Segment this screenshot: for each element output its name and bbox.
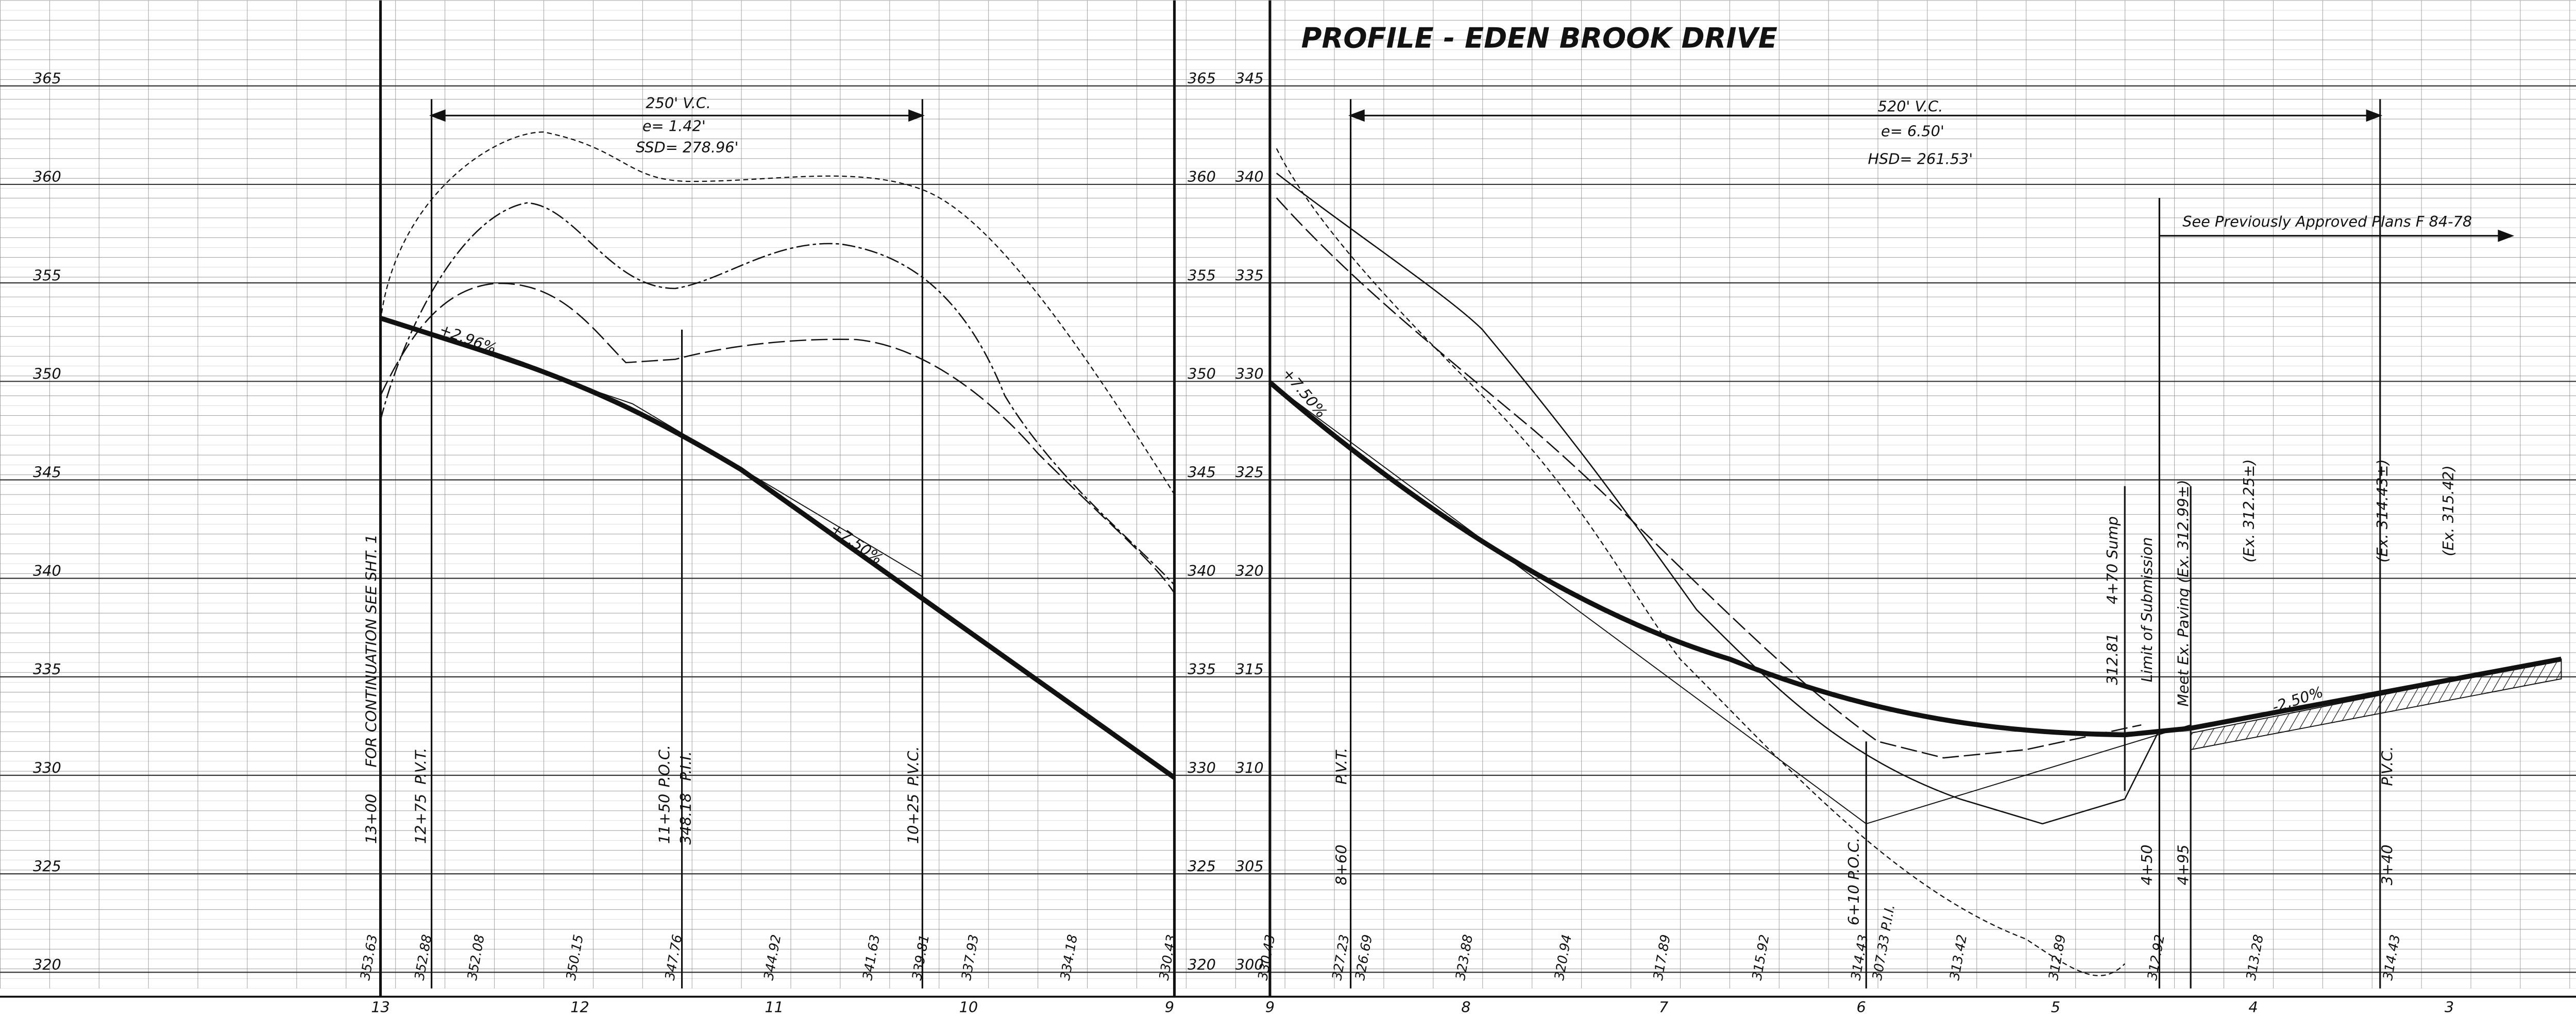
elevation-label: 345 <box>33 464 61 481</box>
elevation-label: 320 <box>1188 956 1216 974</box>
annotation: 250' V.C. <box>646 94 711 112</box>
elevation-label: 360 <box>33 168 61 185</box>
elevation-label: 365 <box>1188 70 1216 87</box>
station-label: 4 <box>2248 998 2258 1016</box>
vertical-note: (Ex. 312.25±) <box>2240 459 2258 563</box>
elevation-label: 315 <box>1235 660 1264 678</box>
annotation: HSD= 261.53' <box>1868 150 1973 168</box>
elevation-label: 350 <box>1188 365 1216 383</box>
elevation-label: 335 <box>1188 660 1216 678</box>
station-label: 13 <box>371 998 390 1016</box>
elevation-label: 325 <box>1235 464 1264 481</box>
station-label: 3 <box>2445 998 2454 1016</box>
vertical-note: (Ex. 314.43±) <box>2374 459 2391 563</box>
vertical-note: Limit of Submission <box>2138 537 2156 682</box>
vertical-note: FOR CONTINUATION SEE SHT. 1 <box>363 534 380 768</box>
elevation-label: 335 <box>33 660 61 678</box>
elevation-label: 355 <box>33 266 61 284</box>
elevation-label: 340 <box>1235 168 1264 185</box>
elevation-label: 345 <box>1235 70 1264 87</box>
vertical-note: P.V.T. <box>1333 747 1350 784</box>
vertical-note: 6+10 P.O.C. <box>1845 838 1862 926</box>
vertical-note: 348.18 <box>677 793 694 845</box>
elevation-label: 355 <box>1188 266 1216 284</box>
annotation: SSD= 278.96' <box>636 139 738 156</box>
annotation: 520' V.C. <box>1878 97 1943 115</box>
vertical-note: 3+40 <box>2379 844 2396 885</box>
grid <box>0 0 2576 989</box>
vertical-note: 4+50 <box>2138 844 2156 885</box>
station-label: 12 <box>570 998 589 1016</box>
elevation-label: 360 <box>1188 168 1216 185</box>
vertical-note: 4+70 Sump <box>2104 516 2121 604</box>
station-label: 9 <box>1165 998 1174 1016</box>
elevation-label: 330 <box>1235 365 1264 383</box>
elevation-label: 310 <box>1235 759 1264 776</box>
vertical-note: 8+60 <box>1333 844 1350 885</box>
annotation: e= 1.42' <box>642 117 706 135</box>
station-label: 11 <box>765 998 784 1016</box>
station-label: 5 <box>2051 998 2060 1016</box>
vertical-note: 312.81 <box>2104 633 2121 685</box>
vertical-note: P.V.C. <box>904 746 922 786</box>
vertical-note: P.V.C. <box>2379 746 2396 786</box>
station-label: 7 <box>1659 998 1669 1016</box>
elevation-label: 330 <box>1188 759 1216 776</box>
elevation-label: 305 <box>1235 857 1264 875</box>
station-label: 10 <box>959 998 978 1016</box>
frame-lines <box>0 0 2576 998</box>
elevation-label: 300 <box>1235 956 1264 974</box>
elevation-label: 350 <box>33 365 61 383</box>
elevation-label: 330 <box>33 759 61 776</box>
vertical-note: P.O.C. <box>656 745 673 787</box>
vertical-note: 12+75 <box>412 794 429 844</box>
annotation: See Previously Approved Plans F 84-78 <box>2182 213 2472 230</box>
vertical-note: P.V.T. <box>412 747 429 784</box>
elevation-label: 320 <box>33 956 61 974</box>
elevation-label: 325 <box>1188 857 1216 875</box>
annotation: e= 6.50' <box>1881 122 1944 140</box>
vertical-note: 13+00 <box>363 794 380 844</box>
vertical-note: 11+50 <box>656 794 673 844</box>
elevation-label: 365 <box>33 70 61 87</box>
elevation-label: 340 <box>33 562 61 580</box>
vertical-note: (Ex. 315.42) <box>2439 465 2457 556</box>
elevation-label: 345 <box>1188 464 1216 481</box>
vertical-note: 4+95 <box>2174 844 2192 885</box>
profile-lines <box>380 131 2562 976</box>
elevation-label: 335 <box>1235 266 1264 284</box>
station-label: 6 <box>1857 998 1866 1016</box>
elevation-label: 320 <box>1235 562 1264 580</box>
station-label: 9 <box>1265 998 1275 1016</box>
vertical-note: 10+25 <box>904 794 922 844</box>
title: PROFILE - EDEN BROOK DRIVE <box>1301 22 1777 54</box>
elevation-label: 340 <box>1188 562 1216 580</box>
elevation-label: 325 <box>33 857 61 875</box>
vertical-note: P.I.I. <box>677 751 694 781</box>
station-label: 8 <box>1461 998 1470 1016</box>
vertical-note: Meet Ex. Paving (Ex. 312.99±) <box>2174 480 2192 706</box>
major-grid <box>0 85 2576 973</box>
